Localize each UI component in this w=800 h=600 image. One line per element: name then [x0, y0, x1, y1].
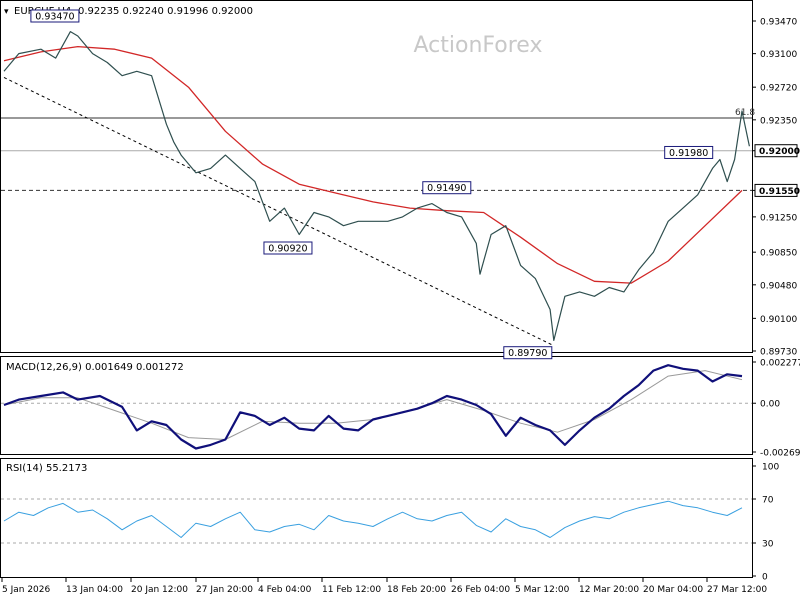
macd-panel-frame	[0, 356, 753, 455]
x-tick-label: 4 Feb 04:00	[258, 585, 312, 595]
price-y-axis-tick-label: 0.93100	[760, 50, 797, 60]
macd-y-axis-tick-label: 0.00	[760, 400, 780, 410]
rsi-series	[3, 500, 743, 538]
price-y-axis: 0.93470 0.93100 0.92720 0.92350 0.92000 0.915…	[752, 18, 800, 358]
annotation-label: 0.89790	[508, 348, 547, 359]
price-panel-frame	[0, 0, 753, 353]
macd-y-axis: 0.002277 0.00 -0.002693	[752, 359, 800, 459]
annotation-label: 0.91490	[427, 183, 466, 194]
ohlc-label: 0.92235 0.92240 0.91996 0.92000	[78, 6, 253, 17]
rsi-title: RSI(14) 55.2173	[6, 463, 87, 474]
rsi-levels	[1, 498, 752, 544]
macd-title: MACD(12,26,9) 0.001649 0.001272	[6, 362, 184, 373]
x-tick-label: 11 Feb 12:00	[322, 585, 381, 595]
x-tick-label: 18 Feb 20:00	[387, 585, 446, 595]
price-y-axis-tick-label: 0.93470	[760, 18, 797, 28]
rsi-header: RSI(14) 55.2173	[6, 463, 87, 474]
price-marker-label: 0.91550	[759, 187, 800, 197]
annotation-box	[503, 346, 553, 360]
macd-line	[3, 364, 743, 450]
price-y-axis-tick-label: 0.91250	[760, 213, 797, 223]
x-tick-label: 5 Jan 2026	[2, 585, 50, 595]
price-marker-box	[754, 183, 798, 197]
rsi-panel-frame	[0, 458, 753, 578]
annotation-box	[263, 241, 313, 255]
x-tick-label: 20 Mar 04:00	[643, 585, 703, 595]
x-tick-label: 12 Mar 20:00	[579, 585, 639, 595]
annotation-label: 0.93470	[35, 12, 74, 23]
rsi-y-axis-tick-label: 0	[762, 573, 768, 583]
x-tick-label: 20 Jan 12:00	[131, 585, 188, 595]
annotation-label: 0.90920	[268, 244, 307, 255]
price-levels: 61.8	[1, 108, 755, 191]
x-tick-label: 5 Mar 12:00	[515, 585, 570, 595]
fib-level-label: 61.8	[735, 108, 755, 118]
price-y-axis-tick-label: 0.92720	[760, 84, 797, 94]
price-y-axis-tick-label: 0.90850	[760, 249, 797, 259]
macd-header: MACD(12,26,9) 0.001649 0.001272	[6, 362, 184, 373]
price-line	[3, 31, 750, 341]
annotation-box	[30, 9, 80, 23]
x-tick-label: 27 Jan 20:00	[196, 585, 253, 595]
macd-y-axis-tick-label: -0.002693	[760, 449, 800, 459]
rsi-y-axis-tick-label: 100	[762, 463, 779, 473]
macd-series	[3, 364, 743, 450]
rsi-y-axis-tick-label: 70	[762, 496, 774, 506]
annotation-label: 0.91980	[669, 148, 708, 159]
header-arrow-icon: ▾	[4, 7, 9, 17]
rsi-line	[3, 500, 743, 538]
price-y-axis-tick-label: 0.90100	[760, 315, 797, 325]
price-y-axis-tick-label: 0.90480	[760, 281, 797, 291]
price-y-axis-tick-label: 0.89730	[760, 348, 797, 358]
x-tick-label: 13 Jan 04:00	[66, 585, 123, 595]
x-axis: 5 Jan 2026 13 Jan 04:00 20 Jan 12:00 27 Jan…	[1, 578, 767, 595]
price-marker-box	[754, 144, 798, 158]
price-series	[3, 31, 750, 341]
price-annotations: 0.93470 0.90920 0.91490 0.89790 0.91980	[30, 9, 714, 360]
price-y-axis-tick-label: 0.92350	[760, 116, 797, 126]
x-tick-label: 26 Feb 04:00	[451, 585, 510, 595]
annotation-box	[422, 181, 472, 195]
watermark: ActionForex	[414, 33, 543, 58]
rsi-y-axis-tick-label: 30	[762, 540, 774, 550]
moving-average-line	[3, 45, 743, 284]
annotation-box	[664, 145, 714, 159]
price-marker-label: 0.92000	[759, 147, 800, 157]
rsi-y-axis: 100 70 30 0	[752, 463, 779, 583]
x-tick-label: 27 Mar 12:00	[707, 585, 767, 595]
macd-y-axis-tick-label: 0.002277	[760, 359, 800, 369]
